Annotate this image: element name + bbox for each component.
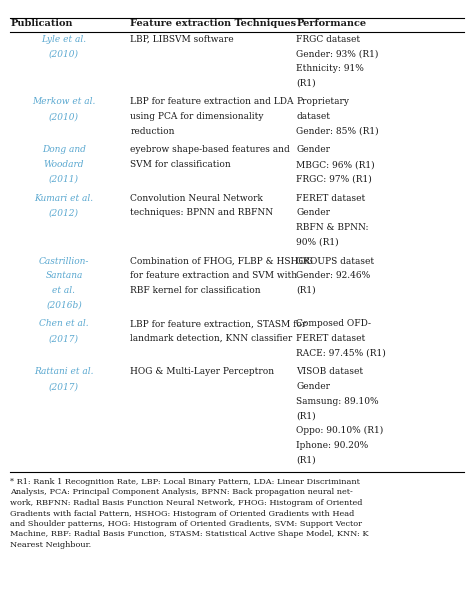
Text: Machine, RBF: Radial Basis Function, STASM: Statistical Active Shape Model, KNN:: Machine, RBF: Radial Basis Function, STA… [10,531,369,538]
Text: Samsung: 89.10%: Samsung: 89.10% [296,397,379,406]
Text: * R1: Rank 1 Recognition Rate, LBP: Local Binary Pattern, LDA: Linear Discrimina: * R1: Rank 1 Recognition Rate, LBP: Loca… [10,478,360,486]
Text: (2017): (2017) [49,382,79,391]
Text: Nearest Neighbour.: Nearest Neighbour. [10,541,91,549]
Text: VISOB dataset: VISOB dataset [296,368,364,377]
Text: LBP, LIBSVM software: LBP, LIBSVM software [130,35,234,44]
Text: Combination of FHOG, FLBP & HSHOG: Combination of FHOG, FLBP & HSHOG [130,257,313,266]
Text: and Shoulder patterns, HOG: Histogram of Oriented Gradients, SVM: Support Vector: and Shoulder patterns, HOG: Histogram of… [10,520,363,528]
Text: Gender: Gender [296,208,330,217]
Text: HOG & Multi-Layer Perceptron: HOG & Multi-Layer Perceptron [130,368,274,377]
Text: Oppo: 90.10% (R1): Oppo: 90.10% (R1) [296,426,383,435]
Text: LBP for feature extraction, STASM for: LBP for feature extraction, STASM for [130,319,307,328]
Text: RBF kernel for classification: RBF kernel for classification [130,286,261,295]
Text: SVM for classification: SVM for classification [130,160,231,169]
Text: Santana: Santana [46,271,82,280]
Text: (2016b): (2016b) [46,301,82,310]
Text: Gender: 85% (R1): Gender: 85% (R1) [296,127,379,136]
Text: Lyle et al.: Lyle et al. [41,35,87,44]
Text: (2010): (2010) [49,112,79,121]
Text: reduction: reduction [130,127,175,136]
Text: et al.: et al. [53,286,75,295]
Text: FERET dataset: FERET dataset [296,334,365,343]
Text: Gender: Gender [296,146,330,155]
Text: MBGC: 96% (R1): MBGC: 96% (R1) [296,160,375,169]
Text: Proprietary: Proprietary [296,97,349,106]
Text: work, RBFNN: Radial Basis Function Neural Network, FHOG: Histogram of Oriented: work, RBFNN: Radial Basis Function Neura… [10,499,363,507]
Text: FERET dataset: FERET dataset [296,193,365,202]
Text: Ethnicity: 91%: Ethnicity: 91% [296,64,364,73]
Text: Iphone: 90.20%: Iphone: 90.20% [296,441,368,450]
Text: Gender: 93% (R1): Gender: 93% (R1) [296,49,379,59]
Text: Kumari et al.: Kumari et al. [35,193,93,202]
Text: (2017): (2017) [49,334,79,343]
Text: Castrillion-: Castrillion- [39,257,89,266]
Text: GROUPS dataset: GROUPS dataset [296,257,374,266]
Text: (2010): (2010) [49,49,79,59]
Text: Performance: Performance [296,19,366,28]
Text: Rattani et al.: Rattani et al. [34,368,94,377]
Text: Gender: 92.46%: Gender: 92.46% [296,271,371,280]
Text: (2011): (2011) [49,175,79,184]
Text: Publication: Publication [10,19,73,28]
Text: dataset: dataset [296,112,330,121]
Text: (2012): (2012) [49,208,79,217]
Text: RBFN & BPNN:: RBFN & BPNN: [296,223,369,232]
Text: RACE: 97.45% (R1): RACE: 97.45% (R1) [296,349,386,358]
Text: Chen et al.: Chen et al. [39,319,89,328]
Text: Gender: Gender [296,382,330,391]
Text: Feature extraction Techniques: Feature extraction Techniques [130,19,296,28]
Text: 90% (R1): 90% (R1) [296,238,339,247]
Text: (R1): (R1) [296,412,316,421]
Text: Woodard: Woodard [44,160,84,169]
Text: Merkow et al.: Merkow et al. [32,97,96,106]
Text: Convolution Neural Network: Convolution Neural Network [130,193,263,202]
Text: Gradients with facial Pattern, HSHOG: Histogram of Oriented Gradients with Head: Gradients with facial Pattern, HSHOG: Hi… [10,509,355,518]
Text: landmark detection, KNN classifier: landmark detection, KNN classifier [130,334,292,343]
Text: Dong and: Dong and [42,146,86,155]
Text: Composed OFD-: Composed OFD- [296,319,371,328]
Text: for feature extraction and SVM with: for feature extraction and SVM with [130,271,298,280]
Text: (R1): (R1) [296,79,316,88]
Text: (R1): (R1) [296,456,316,465]
Text: FRGC: 97% (R1): FRGC: 97% (R1) [296,175,372,184]
Text: FRGC dataset: FRGC dataset [296,35,360,44]
Text: techniques: BPNN and RBFNN: techniques: BPNN and RBFNN [130,208,273,217]
Text: (R1): (R1) [296,286,316,295]
Text: LBP for feature extraction and LDA: LBP for feature extraction and LDA [130,97,294,106]
Text: using PCA for dimensionality: using PCA for dimensionality [130,112,264,121]
Text: Analysis, PCA: Principal Component Analysis, BPNN: Back propagation neural net-: Analysis, PCA: Principal Component Analy… [10,488,353,497]
Text: eyebrow shape-based features and: eyebrow shape-based features and [130,146,290,155]
